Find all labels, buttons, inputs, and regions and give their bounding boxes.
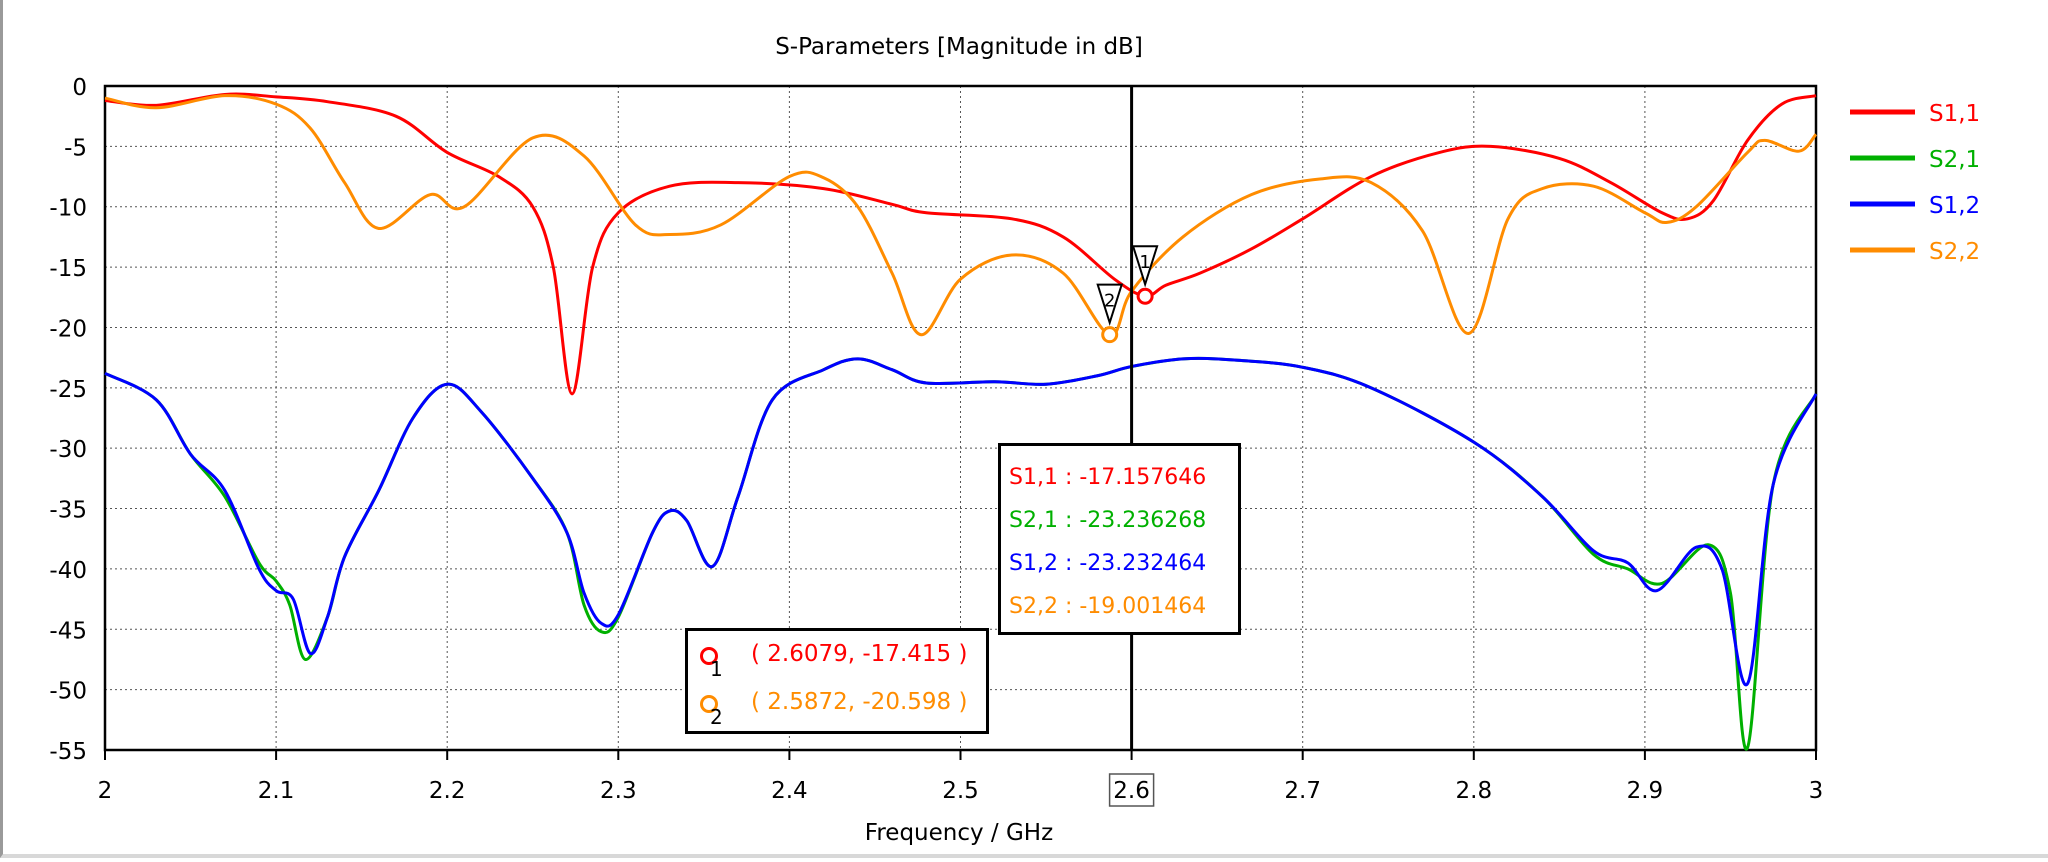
legend-label-S11: S1,1 bbox=[1929, 101, 1980, 127]
curve-S12 bbox=[104, 356, 1818, 687]
marker-value: ( 2.5872, -20.598 ) bbox=[751, 689, 968, 715]
x-tick-label: 2.1 bbox=[258, 778, 295, 804]
x-tick-label: 2.9 bbox=[1627, 778, 1664, 804]
marker-id: 1 bbox=[710, 657, 723, 681]
marker-1-point bbox=[1136, 287, 1154, 305]
marker-2-entry[interactable]: 2 ( 2.5872, -20.598 ) bbox=[696, 687, 986, 729]
y-tick-label: -40 bbox=[49, 558, 87, 584]
y-tick-label: -10 bbox=[49, 196, 87, 222]
y-tick-label: 0 bbox=[72, 75, 87, 101]
y-tick-label: -30 bbox=[49, 437, 87, 463]
readout-s11: S1,1 : -17.157646 bbox=[1009, 465, 1207, 490]
legend-label-S21: S2,1 bbox=[1929, 147, 1980, 173]
curve-S11 bbox=[104, 92, 1817, 396]
marker-2-point bbox=[1101, 326, 1119, 344]
marker-triangle-icon bbox=[1131, 245, 1159, 288]
y-tick-label: -35 bbox=[49, 498, 87, 524]
x-tick-label: 2.2 bbox=[429, 778, 466, 804]
x-tick-label: 2 bbox=[98, 778, 113, 804]
x-tick-label: 2.6 bbox=[1113, 778, 1150, 804]
marker-1-label: 1 bbox=[1139, 252, 1150, 273]
marker-value: ( 2.6079, -17.415 ) bbox=[751, 641, 968, 667]
y-tick-label: -5 bbox=[64, 135, 87, 161]
cursor-readout-box: S1,1 : -17.157646 S2,1 : -23.236268 S1,2… bbox=[998, 443, 1241, 635]
chart-title: S-Parameters [Magnitude in dB] bbox=[775, 34, 1143, 60]
x-tick-label: 2.3 bbox=[600, 778, 637, 804]
readout-s12: S1,2 : -23.232464 bbox=[1009, 551, 1207, 576]
x-tick-label: 3 bbox=[1809, 778, 1824, 804]
legend-label-S22: S2,2 bbox=[1929, 239, 1980, 265]
legend-label-S12: S1,2 bbox=[1929, 193, 1980, 219]
marker-id: 2 bbox=[710, 705, 723, 729]
marker-2-label: 2 bbox=[1104, 291, 1115, 312]
x-axis-label: Frequency / GHz bbox=[865, 820, 1053, 846]
x-tick-label: 2.5 bbox=[942, 778, 979, 804]
marker-legend: 1 ( 2.6079, -17.415 ) 2 ( 2.5872, -20.59… bbox=[685, 628, 989, 734]
x-tick-label: 2.4 bbox=[771, 778, 808, 804]
curve-S22 bbox=[104, 94, 1818, 337]
markers: 12 bbox=[1096, 245, 1159, 344]
marker-circle-icon bbox=[700, 695, 718, 713]
x-tick-label: 2.8 bbox=[1456, 778, 1493, 804]
y-tick-label: -25 bbox=[49, 377, 87, 403]
readout-s22: S2,2 : -19.001464 bbox=[1009, 594, 1207, 619]
marker-triangle-icon bbox=[1096, 283, 1124, 326]
y-tick-label: -45 bbox=[49, 618, 87, 644]
s-parameter-chart: S-Parameters [Magnitude in dB] Frequency… bbox=[49, 34, 1980, 846]
y-tick-label: -20 bbox=[49, 316, 87, 342]
curves bbox=[104, 92, 1818, 751]
marker-circle-icon bbox=[700, 647, 718, 665]
y-tick-label: -55 bbox=[49, 739, 87, 765]
axis-ticks: 2 2.1 2.2 2.3 2.4 2.5 2.6 2.7 2.8 2.9 3 0 -5 -10 -15 -2… bbox=[49, 75, 1824, 807]
cursor-x-label-box bbox=[1108, 773, 1155, 807]
marker-1-entry[interactable]: 1 ( 2.6079, -17.415 ) bbox=[696, 639, 986, 681]
readout-s21: S2,1 : -23.236268 bbox=[1009, 508, 1207, 533]
y-tick-label: -15 bbox=[49, 256, 87, 282]
legend: S1,1 S2,1 S1,2 S2,2 bbox=[1850, 101, 1980, 265]
y-tick-label: -50 bbox=[49, 679, 87, 705]
x-tick-label: 2.7 bbox=[1284, 778, 1321, 804]
